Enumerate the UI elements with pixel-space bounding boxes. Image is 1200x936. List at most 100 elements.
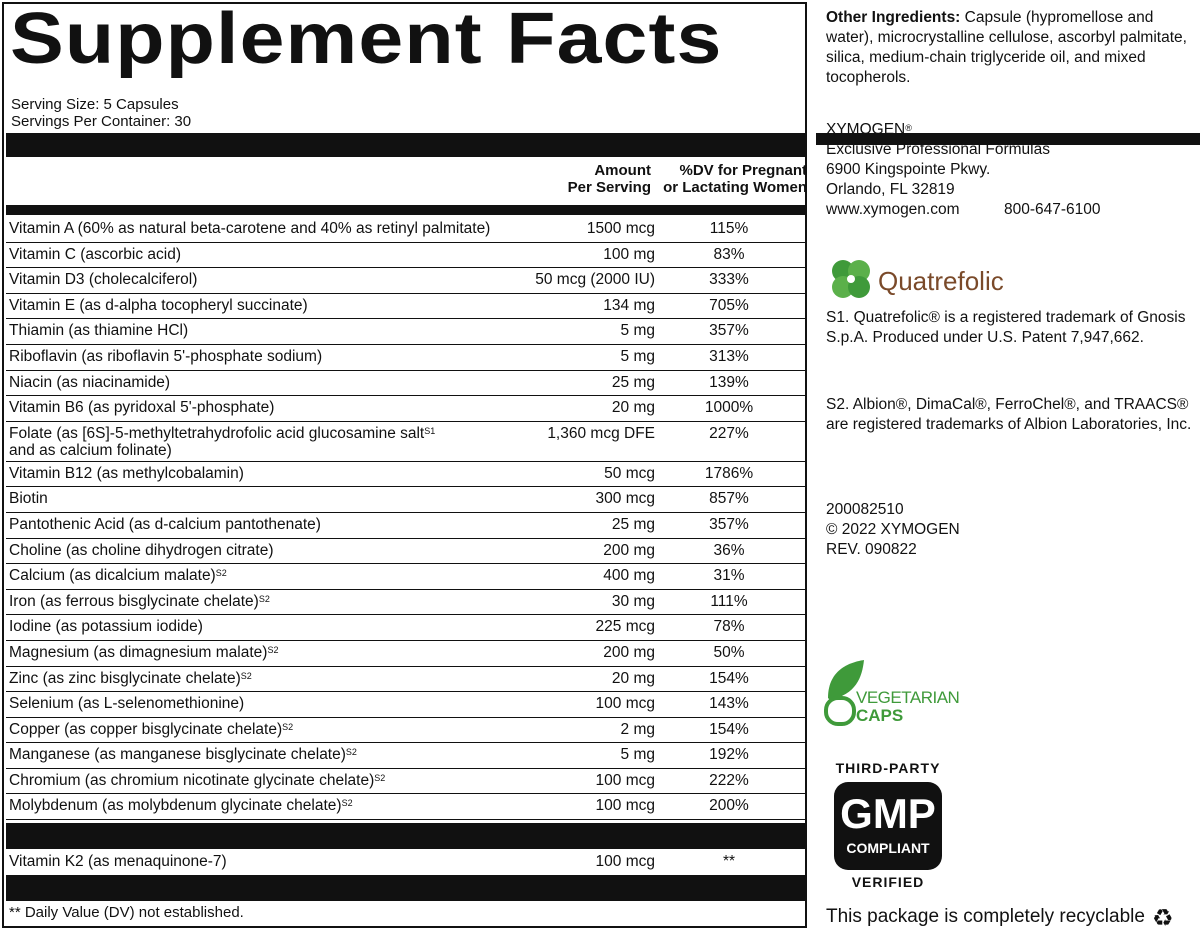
nutrient-dv: 83% bbox=[713, 245, 745, 263]
copyright: © 2022 XYMOGEN bbox=[826, 521, 960, 538]
nutrient-name: Biotin bbox=[9, 490, 48, 507]
nutrient-dv: 227% bbox=[709, 424, 749, 442]
footnote-marker: S2 bbox=[345, 747, 357, 758]
table-row: Chromium (as chromium nicotinate glycina… bbox=[6, 769, 805, 795]
table-row: Choline (as choline dihydrogen citrate) 2… bbox=[6, 539, 805, 565]
nutrient-amount: 200 mg bbox=[603, 541, 655, 559]
nutrient-dv: 705% bbox=[709, 296, 749, 314]
nutrient-name: Vitamin K2 (as menaquinone-7) bbox=[9, 853, 227, 870]
nutrient-dv: 31% bbox=[713, 567, 745, 585]
amount-header-line1: Amount bbox=[594, 162, 651, 179]
dv-header-line1: %DV for Pregnant bbox=[679, 162, 807, 179]
nutrient-name-text: Copper (as copper bisglycinate chelate) bbox=[9, 720, 283, 738]
other-ingredients: Other Ingredients: Capsule (hypromellose… bbox=[826, 8, 1196, 88]
nutrient-name-text: Chromium (as chromium nicotinate glycina… bbox=[9, 771, 375, 789]
bottom-divider bbox=[6, 875, 805, 901]
amount-header-line2: Per Serving bbox=[567, 179, 651, 196]
nutrient-name: Zinc (as zinc bisglycinate chelate)S2 bbox=[9, 670, 252, 687]
nutrient-dv: 50% bbox=[713, 643, 745, 661]
nutrient-amount: 100 mcg bbox=[595, 695, 655, 713]
clover-icon bbox=[832, 260, 870, 298]
column-header-divider bbox=[6, 205, 805, 215]
nutrient-dv: 313% bbox=[709, 347, 749, 365]
nutrient-name: Magnesium (as dimagnesium malate)S2 bbox=[9, 644, 278, 661]
registered-mark: ® bbox=[905, 123, 912, 133]
table-row: Folate (as [6S]-5-methyltetrahydrofolic … bbox=[6, 422, 805, 462]
nutrient-name-text: Niacin (as niacinamide) bbox=[9, 373, 171, 391]
table-row: Vitamin E (as d-alpha tocopheryl succina… bbox=[6, 294, 805, 320]
address-line1: 6900 Kingspointe Pkwy. bbox=[826, 161, 991, 178]
nutrient-name-text: Zinc (as zinc bisglycinate chelate) bbox=[9, 669, 241, 687]
nutrient-name: Choline (as choline dihydrogen citrate) bbox=[9, 542, 274, 559]
nutrient-name-text: Iron (as ferrous bisglycinate chelate) bbox=[9, 592, 259, 610]
phone: 800-647-6100 bbox=[1004, 201, 1101, 218]
nutrient-amount: 100 mcg bbox=[595, 797, 655, 815]
nutrient-dv: 200% bbox=[709, 797, 749, 815]
nutrient-name: Vitamin B12 (as methylcobalamin) bbox=[9, 465, 244, 482]
vegetarian-caps-badge: VEGETARIAN CAPS bbox=[822, 658, 972, 728]
nutrient-name: Chromium (as chromium nicotinate glycina… bbox=[9, 772, 385, 789]
nutrient-name-text: Iodine (as potassium iodide) bbox=[9, 618, 203, 636]
gmp-sub-text: COMPLIANT bbox=[846, 840, 930, 856]
recycle-text: This package is completely recyclable bbox=[826, 906, 1145, 927]
gmp-top-text: THIRD-PARTY bbox=[835, 760, 941, 776]
nutrient-name-text: Calcium (as dicalcium malate) bbox=[9, 567, 216, 585]
manufacturer-info: XYMOGEN® Exclusive Professional Formulas… bbox=[826, 120, 1196, 220]
nutrient-amount: 134 mg bbox=[603, 296, 655, 314]
nutrient-amount: 25 mg bbox=[611, 373, 655, 391]
nutrient-amount: 25 mg bbox=[611, 515, 655, 533]
s1-note: S1. Quatrefolic® is a registered tradema… bbox=[826, 309, 1186, 346]
footnote-marker: S2 bbox=[240, 670, 252, 681]
header-divider-thick bbox=[6, 133, 805, 157]
nutrient-amount: 5 mg bbox=[620, 322, 655, 340]
gmp-badge: THIRD-PARTY GMP COMPLIANT VERIFIED bbox=[826, 760, 950, 896]
nutrient-name: Manganese (as manganese bisglycinate che… bbox=[9, 746, 357, 763]
nutrient-amount: 20 mg bbox=[611, 399, 655, 417]
lot-info: 200082510 © 2022 XYMOGEN REV. 090822 bbox=[826, 500, 1196, 560]
revision: REV. 090822 bbox=[826, 541, 917, 558]
nutrient-name-text: Vitamin C (ascorbic acid) bbox=[9, 245, 181, 263]
nutrient-name-text: Folate (as [6S]-5-methyltetrahydrofolic … bbox=[9, 424, 425, 442]
nutrient-name-text: Pantothenic Acid (as d-calcium pantothen… bbox=[9, 515, 321, 533]
nutrient-amount: 1,360 mcg DFE bbox=[547, 424, 655, 442]
nutrient-name-text: Selenium (as L-selenomethionine) bbox=[9, 695, 245, 713]
nutrient-name-text: Thiamin (as thiamine HCl) bbox=[9, 322, 189, 340]
supplement-facts-panel: Supplement Facts Serving Size: 5 Capsule… bbox=[2, 0, 807, 928]
nutrient-amount: 5 mg bbox=[620, 347, 655, 365]
nutrient-dv: 78% bbox=[713, 618, 745, 636]
nutrient-name-text: Vitamin A (60% as natural beta-carotene … bbox=[9, 220, 491, 237]
nutrient-name-text: Vitamin D3 (cholecalciferol) bbox=[9, 271, 198, 289]
nutrient-name: Vitamin C (ascorbic acid) bbox=[9, 246, 181, 263]
recycle-icon: ♻ bbox=[1152, 905, 1174, 932]
nutrient-name: Riboflavin (as riboflavin 5'-phosphate s… bbox=[9, 348, 322, 365]
table-row: Molybdenum (as molybdenum glycinate chel… bbox=[6, 794, 805, 821]
nutrient-dv: 333% bbox=[709, 271, 749, 289]
table-row-vitamin-k2: Vitamin K2 (as menaquinone-7) 100 mcg ** bbox=[6, 849, 805, 875]
gmp-main-text: GMP bbox=[840, 790, 936, 837]
nutrient-name-text: Molybdenum (as molybdenum glycinate chel… bbox=[9, 797, 342, 815]
nutrient-name: Iodine (as potassium iodide) bbox=[9, 618, 203, 635]
dv-column-header: %DV for Pregnant or Lactating Women bbox=[663, 162, 807, 196]
nutrient-dv: ** bbox=[722, 853, 736, 870]
nutrient-name: Vitamin A (60% as natural beta-carotene … bbox=[9, 220, 490, 237]
table-row: Magnesium (as dimagnesium malate)S2 200 m… bbox=[6, 641, 805, 667]
nutrient-amount: 300 mcg bbox=[595, 490, 655, 508]
nutrient-amount: 200 mg bbox=[603, 643, 655, 661]
nutrient-name-text: Riboflavin (as riboflavin 5'-phosphate s… bbox=[9, 347, 323, 365]
nutrient-name: Copper (as copper bisglycinate chelate)S… bbox=[9, 721, 293, 738]
nutrient-dv: 192% bbox=[709, 746, 749, 764]
table-row: Vitamin B12 (as methylcobalamin) 50 mcg 17… bbox=[6, 462, 805, 488]
footnote-marker: S2 bbox=[258, 593, 270, 604]
nutrient-amount: 50 mcg bbox=[604, 464, 655, 482]
leaf-capsule-icon bbox=[824, 660, 864, 726]
gmp-bottom-text: VERIFIED bbox=[851, 874, 925, 890]
nutrient-dv: 143% bbox=[709, 695, 749, 713]
nutrient-name-text: Vitamin B12 (as methylcobalamin) bbox=[9, 464, 244, 482]
nutrient-amount: 400 mg bbox=[603, 567, 655, 585]
website: www.xymogen.com bbox=[826, 201, 960, 218]
footnote-marker: S2 bbox=[267, 644, 279, 655]
nutrient-amount: 50 mcg (2000 IU) bbox=[535, 271, 655, 289]
caps-label: CAPS bbox=[856, 706, 904, 725]
nutrient-table: Vitamin A (60% as natural beta-carotene … bbox=[6, 217, 805, 821]
nutrient-name: Thiamin (as thiamine HCl) bbox=[9, 322, 188, 339]
